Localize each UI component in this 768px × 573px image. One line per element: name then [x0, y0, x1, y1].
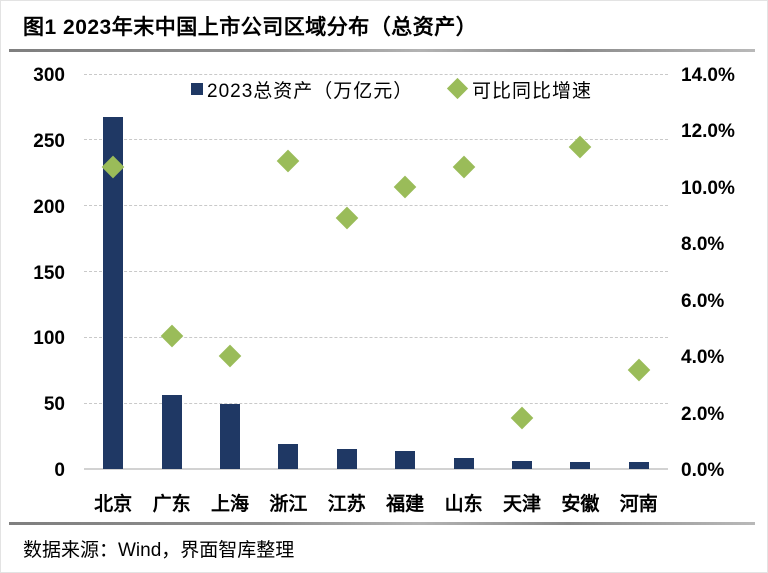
bar-安徽	[570, 462, 591, 469]
bar-series-swatch-icon	[191, 83, 203, 95]
footer-divider	[9, 522, 755, 525]
bar-广东	[161, 395, 182, 469]
title-divider	[9, 49, 755, 52]
left-axis-tick: 50	[43, 394, 65, 416]
left-axis-tick: 300	[33, 65, 65, 86]
gridline-50	[84, 402, 668, 404]
legend-label-assets: 2023总资产（万亿元）	[207, 81, 414, 102]
chart-area: 2023总资产（万亿元） 可比同比增速 300 250 200 150 100 50 0 14…	[1, 56, 767, 516]
growth-marker-天津	[510, 406, 534, 430]
legend-label-growth: 可比同比增速	[472, 81, 593, 102]
right-axis-tick: 10.0%	[681, 177, 735, 199]
bar-浙江	[278, 443, 299, 469]
growth-marker-江苏	[335, 206, 359, 230]
bar-上海	[220, 404, 240, 469]
gridline-250	[84, 139, 668, 141]
right-axis-tick: 4.0%	[681, 347, 725, 369]
x-axis-line	[84, 468, 668, 470]
gridline-300	[84, 73, 668, 75]
figure-title: 图1 2023年末中国上市公司区域分布（总资产）	[23, 16, 478, 39]
x-axis-label-江苏: 江苏	[327, 494, 366, 515]
left-axis-tick: 200	[33, 196, 65, 218]
gridline-100	[84, 336, 668, 338]
growth-marker-山东	[452, 155, 475, 179]
source-note: 数据来源：Wind，界面智库整理	[23, 540, 295, 561]
growth-marker-河南	[627, 358, 651, 382]
right-axis-tick: 12.0%	[681, 121, 735, 143]
bar-山东	[453, 458, 474, 469]
bar-福建	[395, 450, 416, 469]
growth-marker-浙江	[277, 150, 300, 173]
gridline-150	[84, 271, 668, 272]
x-axis-label-山东: 山东	[444, 494, 483, 515]
bar-天津	[512, 461, 532, 469]
x-axis-label-天津: 天津	[502, 494, 541, 515]
chart-legend: 2023总资产（万亿元） 可比同比增速	[1, 76, 767, 102]
right-axis-tick: 8.0%	[681, 234, 725, 256]
growth-marker-上海	[218, 344, 242, 368]
diamond-series-swatch-icon	[446, 77, 469, 100]
left-axis-tick: 150	[33, 262, 65, 284]
x-axis-label-浙江: 浙江	[269, 494, 308, 515]
left-axis-tick: 0	[54, 460, 65, 481]
x-axis-label-上海: 上海	[210, 494, 249, 515]
bar-河南	[628, 462, 649, 469]
x-axis-label-安徽: 安徽	[561, 494, 600, 515]
left-axis-tick: 250	[33, 130, 65, 152]
bar-江苏	[336, 449, 357, 469]
right-axis-tick: 6.0%	[681, 290, 725, 312]
left-axis-tick: 100	[33, 328, 65, 350]
bar-北京	[103, 117, 124, 469]
x-axis-label-广东: 广东	[152, 494, 191, 515]
right-axis-tick: 0.0%	[681, 460, 725, 481]
gridline-200	[84, 205, 668, 207]
x-axis-label-河南: 河南	[619, 494, 658, 515]
growth-marker-福建	[393, 175, 417, 199]
right-axis-tick: 2.0%	[681, 403, 725, 425]
right-axis-tick: 14.0%	[681, 65, 735, 86]
growth-marker-广东	[160, 325, 183, 348]
x-axis-label-福建: 福建	[386, 494, 425, 515]
x-axis-label-北京: 北京	[94, 494, 133, 515]
